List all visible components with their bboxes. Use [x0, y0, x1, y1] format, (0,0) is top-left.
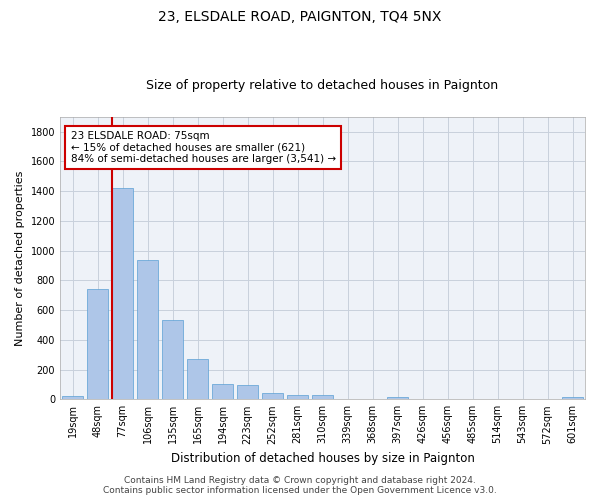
Bar: [212, 384, 233, 400]
Bar: [562, 397, 583, 400]
Bar: [112, 188, 133, 400]
Title: Size of property relative to detached houses in Paignton: Size of property relative to detached ho…: [146, 79, 499, 92]
Y-axis label: Number of detached properties: Number of detached properties: [15, 170, 25, 346]
Bar: [262, 394, 283, 400]
Text: 23 ELSDALE ROAD: 75sqm
← 15% of detached houses are smaller (621)
84% of semi-de: 23 ELSDALE ROAD: 75sqm ← 15% of detached…: [71, 131, 335, 164]
Bar: [87, 288, 108, 400]
Bar: [387, 397, 408, 400]
Bar: [237, 385, 258, 400]
Bar: [312, 395, 333, 400]
Bar: [62, 396, 83, 400]
X-axis label: Distribution of detached houses by size in Paignton: Distribution of detached houses by size …: [170, 452, 475, 465]
Bar: [287, 395, 308, 400]
Bar: [137, 260, 158, 400]
Bar: [187, 360, 208, 400]
Text: Contains HM Land Registry data © Crown copyright and database right 2024.
Contai: Contains HM Land Registry data © Crown c…: [103, 476, 497, 495]
Bar: [337, 398, 358, 400]
Text: 23, ELSDALE ROAD, PAIGNTON, TQ4 5NX: 23, ELSDALE ROAD, PAIGNTON, TQ4 5NX: [158, 10, 442, 24]
Bar: [362, 398, 383, 400]
Bar: [162, 320, 183, 400]
